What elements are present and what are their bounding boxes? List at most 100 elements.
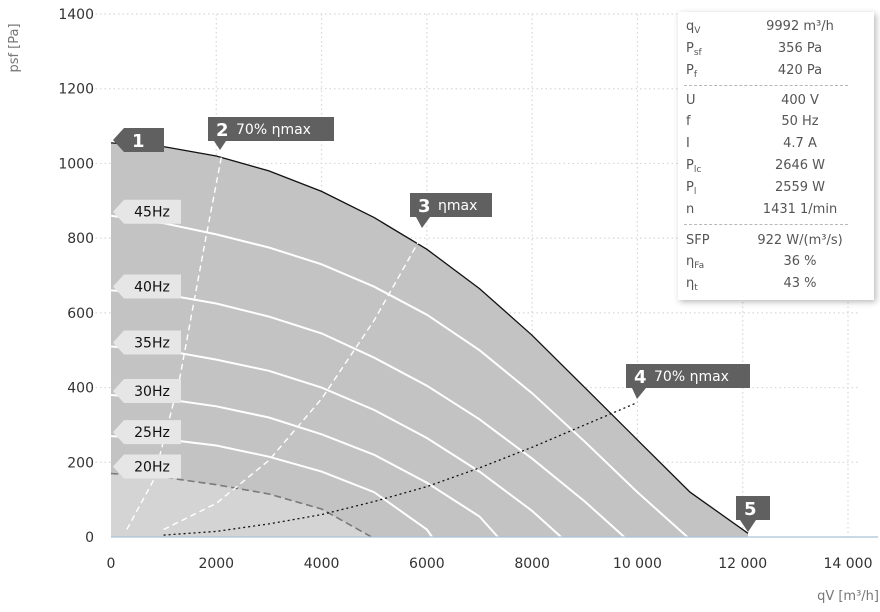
y-axis-title: psf [Pa]	[7, 23, 22, 72]
info-symbol: SFP	[686, 233, 710, 248]
marker-number: 3	[418, 196, 431, 217]
info-value: 356 Pa	[777, 41, 823, 56]
marker-box	[410, 193, 492, 217]
operating-point-panel: qV 9992 m³/h Psf 356 Pa Pf 420 Pa U 400 V f 50 Hz…	[678, 12, 874, 300]
info-symbol: Plc	[686, 158, 702, 175]
info-symbol: Pf	[686, 63, 698, 80]
operating-area-fill	[111, 142, 748, 537]
axes: 0 2000 4000 6000 8000 10 000 12 000 14 000 0 200 4…	[7, 7, 879, 604]
info-symbol: I	[686, 136, 690, 151]
marker-box	[124, 128, 164, 152]
x-tick-label: 2000	[198, 556, 234, 572]
marker-box	[208, 117, 334, 141]
info-symbol: n	[686, 202, 695, 217]
x-tick-label: 0	[107, 556, 116, 572]
speed-label: 20Hz	[134, 459, 170, 475]
marker-4: 4 70% ηmax	[626, 364, 750, 399]
speed-label: 30Hz	[134, 384, 170, 400]
info-symbol: f	[686, 114, 691, 129]
x-tick-label: 12 000	[718, 556, 767, 572]
speed-curve	[110, 345, 562, 538]
info-symbol: qV	[686, 19, 701, 36]
info-symbol: Psf	[686, 41, 702, 58]
info-value: 1431 1/min	[762, 202, 838, 217]
speed-curve	[110, 214, 689, 538]
speed-label-bg	[113, 274, 181, 299]
info-symbol: ηFa	[686, 254, 705, 271]
info-value: 43 %	[783, 276, 817, 291]
info-symbol-subscript: V	[694, 26, 701, 36]
y-tick-label: 600	[67, 306, 94, 322]
info-row: ηFa 36 %	[678, 251, 874, 273]
speed-label: 45Hz	[134, 205, 170, 221]
marker-box	[626, 364, 750, 388]
info-row: qV 9992 m³/h	[678, 16, 874, 38]
speed-label-bg	[113, 454, 181, 479]
info-row: Psf 356 Pa	[678, 38, 874, 60]
marker-box	[736, 496, 770, 520]
marker-number: 1	[132, 131, 145, 152]
info-separator	[684, 224, 848, 225]
y-tick-label: 800	[67, 231, 94, 247]
info-separator	[684, 85, 848, 86]
x-axis-title: qV [m³/h]	[817, 589, 879, 604]
system-curves	[126, 155, 638, 536]
info-row: ηt 43 %	[678, 273, 874, 295]
y-tick-label: 1000	[58, 156, 94, 172]
marker-shape	[416, 217, 430, 228]
marker-shape	[113, 128, 124, 152]
info-symbol: Pl	[686, 180, 697, 197]
info-row: Pf 420 Pa	[678, 60, 874, 82]
speed-label-bg	[113, 330, 181, 355]
y-tick-label: 1400	[58, 7, 94, 23]
info-symbol: ηt	[686, 276, 698, 293]
info-row: f 50 Hz	[678, 111, 874, 133]
operating-area	[111, 142, 748, 537]
speed-curve	[110, 472, 372, 538]
speed-label-bg	[113, 379, 181, 404]
marker-number: 2	[216, 120, 229, 141]
info-symbol-subscript: sf	[693, 48, 702, 58]
info-value: 50 Hz	[781, 114, 819, 129]
curve-labels: 45Hz 40Hz 35Hz 30Hz 25Hz 20Hz	[113, 199, 181, 479]
marker-shape	[740, 520, 756, 532]
x-tick-label: 6000	[409, 556, 445, 572]
info-row: Pl 2559 W	[678, 177, 874, 199]
marker-shape	[632, 388, 646, 399]
x-tick-label: 10 000	[613, 556, 662, 572]
info-row: Plc 2646 W	[678, 155, 874, 177]
info-symbol-subscript: f	[693, 70, 698, 80]
info-row: SFP 922 W/(m³/s)	[678, 230, 874, 252]
info-row: U 400 V	[678, 90, 874, 112]
info-value: 922 W/(m³/s)	[757, 233, 843, 248]
marker-number: 5	[744, 499, 757, 520]
max-speed-curve	[110, 142, 749, 534]
y-tick-label: 1200	[58, 82, 94, 98]
speed-label: 40Hz	[134, 279, 170, 295]
marker-2: 2 70% ηmax	[208, 117, 334, 150]
info-value: 4.7 A	[783, 136, 817, 151]
system-curve	[163, 401, 638, 536]
system-curve	[126, 155, 223, 530]
y-tick-label: 400	[67, 381, 94, 397]
point-markers: 1 2 70% ηmax 3 ηmax 4 70% ηmax 5	[113, 117, 770, 532]
info-value: 9992 m³/h	[766, 19, 834, 34]
x-tick-label: 4000	[304, 556, 340, 572]
y-tick-label: 200	[67, 455, 94, 471]
speed-curve	[110, 394, 499, 538]
info-symbol-subscript: t	[694, 283, 698, 293]
info-value: 2646 W	[774, 158, 826, 173]
system-curve	[163, 226, 428, 531]
speed-label-bg	[113, 420, 181, 445]
marker-number: 4	[634, 367, 647, 388]
marker-text: ηmax	[438, 198, 477, 214]
speed-curve	[110, 289, 625, 538]
info-value: 400 V	[781, 93, 819, 108]
info-value: 420 Pa	[777, 63, 823, 78]
y-tick-label: 0	[85, 530, 94, 546]
marker-5: 5	[736, 496, 770, 532]
marker-3: 3 ηmax	[410, 193, 492, 228]
marker-text: 70% ηmax	[236, 122, 311, 138]
marker-shape	[214, 141, 226, 150]
